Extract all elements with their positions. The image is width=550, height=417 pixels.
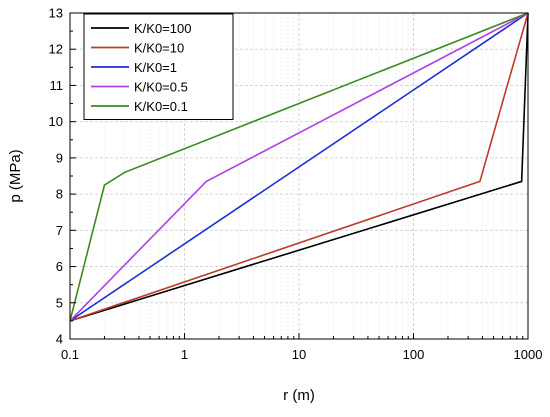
series-line-5	[69, 12, 529, 322]
y-tick-label: 13	[49, 6, 63, 21]
legend: K/K0=100 K/K0=10 K/K0=1 K/K0=0.5 K/K0=0.1	[83, 13, 234, 120]
y-tick-label: 6	[56, 259, 63, 274]
tick-labels: 0.1 1 10 100 1000 4 5 6 7 8 9 10 11 12 13	[49, 6, 543, 363]
series-lines	[69, 12, 529, 322]
x-tick-label: 0.1	[61, 347, 79, 362]
y-tick-label: 12	[49, 42, 63, 57]
x-tick-label: 10	[292, 347, 306, 362]
axis-ticks	[69, 12, 529, 340]
legend-label: K/K0=10	[134, 41, 184, 56]
y-tick-label: 8	[56, 187, 63, 202]
y-tick-label: 4	[56, 332, 63, 347]
legend-label: K/K0=0.5	[134, 80, 188, 95]
legend-label: K/K0=1	[134, 60, 177, 75]
series-line-2	[69, 12, 529, 322]
y-tick-label: 7	[56, 223, 63, 238]
y-tick-label: 5	[56, 295, 63, 310]
x-axis-title: r (m)	[283, 387, 315, 404]
x-tick-label: 1	[181, 347, 188, 362]
x-tick-label: 1000	[514, 347, 543, 362]
series-line-1	[69, 12, 529, 322]
series-line-3	[69, 12, 529, 322]
y-tick-label: 11	[50, 78, 64, 93]
legend-label: K/K0=100	[134, 21, 191, 36]
x-tick-label: 100	[403, 347, 425, 362]
y-tick-label: 10	[49, 114, 63, 129]
y-tick-label: 9	[56, 150, 63, 165]
series-line-4	[69, 12, 529, 322]
legend-label: K/K0=0.1	[134, 99, 188, 114]
y-axis-title: p (MPa)	[7, 149, 24, 202]
